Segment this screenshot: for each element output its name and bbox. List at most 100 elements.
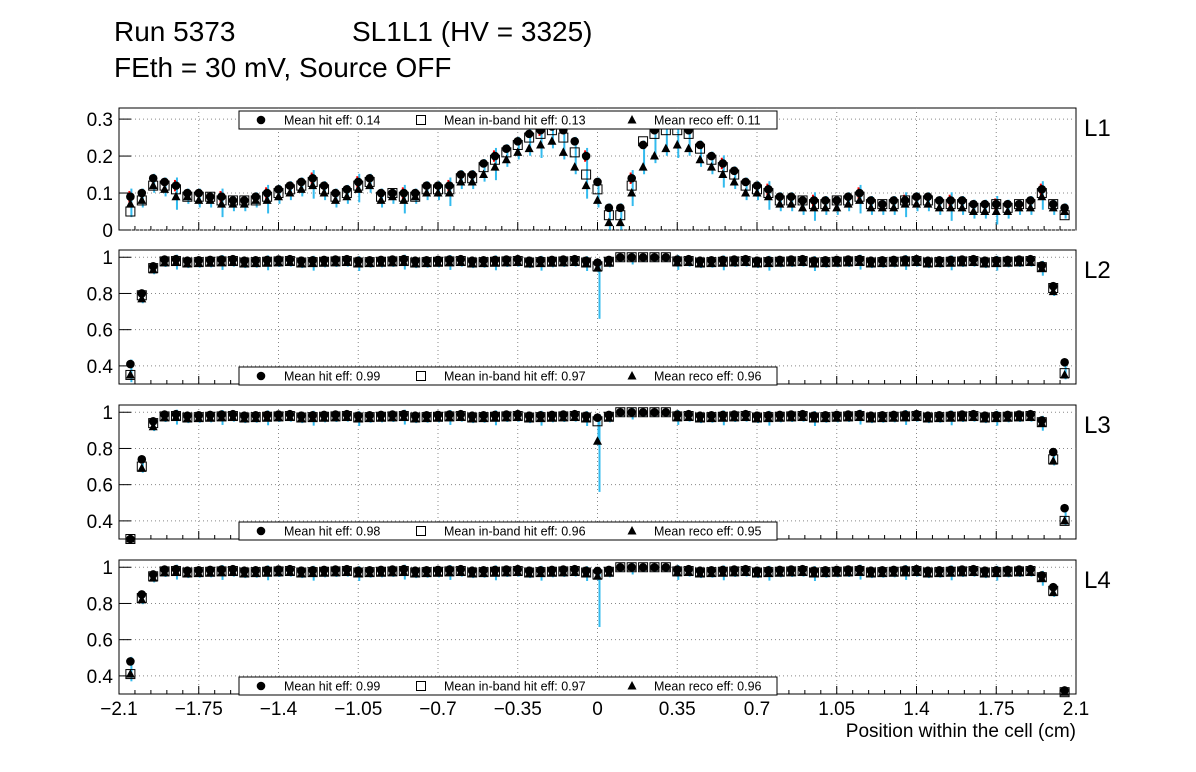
- x-tick-label: −2.1: [100, 699, 138, 720]
- legend-reco-marker: [627, 526, 637, 535]
- x-axis-label: Position within the cell (cm): [846, 721, 1076, 742]
- reco-eff-point: [274, 412, 283, 422]
- hit-eff-point: [957, 196, 967, 205]
- reco-eff-point: [889, 202, 899, 212]
- reco-eff-point: [912, 257, 921, 266]
- reco-eff-point: [274, 191, 283, 201]
- reco-eff-point: [217, 199, 227, 208]
- panel-L3: 0.4 0.6 0.8 1 Mean hit eff: 0.98 Mean in-band…: [87, 403, 1111, 544]
- hit-eff-point: [137, 455, 147, 464]
- reco-eff-point: [820, 413, 830, 422]
- x-tick-label: 1.75: [978, 699, 1015, 720]
- reco-eff-point: [137, 463, 147, 472]
- reco-eff-point: [399, 412, 409, 421]
- reco-eff-point: [160, 567, 170, 577]
- hit-eff-point: [524, 129, 534, 139]
- reco-eff-point: [274, 257, 283, 267]
- inband-eff-point: [569, 147, 580, 158]
- reco-eff-point: [718, 568, 728, 577]
- reco-eff-point: [239, 199, 249, 208]
- reco-eff-point: [171, 412, 181, 421]
- reco-eff-point: [182, 413, 192, 423]
- reco-eff-point: [194, 568, 204, 577]
- reco-eff-point: [615, 217, 625, 227]
- reco-eff-point: [900, 199, 910, 208]
- reco-eff-point: [342, 567, 352, 576]
- reco-eff-point: [467, 176, 477, 186]
- reco-eff-point: [1060, 206, 1070, 216]
- hit-eff-point: [126, 192, 135, 202]
- reco-eff-point: [513, 257, 523, 266]
- reco-eff-point: [638, 407, 648, 416]
- reco-eff-point: [672, 139, 682, 149]
- reco-eff-point: [855, 257, 865, 266]
- reco-eff-point: [376, 413, 386, 422]
- reco-eff-point: [171, 191, 181, 201]
- reco-eff-point: [467, 413, 477, 423]
- reco-eff-point: [718, 413, 728, 422]
- reco-eff-point: [217, 257, 227, 267]
- hit-eff-point: [479, 159, 488, 168]
- hit-eff-point: [399, 188, 409, 198]
- reco-eff-point: [593, 195, 602, 204]
- reco-eff-point: [991, 568, 1001, 577]
- reco-eff-point: [479, 169, 489, 179]
- reco-eff-point: [1003, 568, 1013, 577]
- reco-eff-point: [490, 568, 500, 577]
- reco-eff-point: [661, 562, 671, 571]
- hit-eff-point: [308, 173, 317, 183]
- panel-label-L1: L1: [1084, 115, 1111, 142]
- reco-eff-point: [376, 258, 386, 267]
- reco-eff-point: [615, 407, 625, 416]
- reco-eff-point: [137, 293, 147, 303]
- hit-eff-point: [490, 151, 500, 161]
- reco-eff-point: [330, 195, 340, 204]
- reco-eff-point: [479, 568, 489, 577]
- reco-eff-point: [547, 413, 557, 422]
- y-tick-label: 0.6: [87, 476, 113, 497]
- reco-eff-point: [877, 413, 887, 422]
- hit-eff-point: [638, 140, 648, 150]
- reco-eff-point: [410, 568, 420, 578]
- reco-eff-point: [330, 412, 340, 422]
- reco-eff-point: [1048, 202, 1058, 212]
- hit-eff-point: [1037, 185, 1047, 194]
- reco-eff-point: [536, 139, 546, 149]
- reco-eff-point: [615, 252, 625, 261]
- hit-eff-point: [832, 196, 842, 205]
- reco-eff-point: [604, 217, 614, 227]
- reco-eff-point: [251, 413, 261, 422]
- reco-eff-point: [1025, 412, 1035, 421]
- reco-eff-point: [809, 568, 819, 578]
- reco-eff-point: [239, 413, 249, 423]
- hit-eff-point: [376, 188, 386, 198]
- reco-eff-point: [695, 413, 705, 423]
- reco-eff-point: [866, 568, 876, 578]
- y-tick-label: 0.6: [87, 321, 113, 342]
- reco-eff-point: [741, 412, 751, 421]
- legend-box: [238, 676, 778, 696]
- reco-eff-point: [946, 258, 956, 267]
- reco-eff-point: [1014, 412, 1024, 422]
- reco-eff-point: [729, 176, 739, 186]
- legend: Mean hit eff: 0.99 Mean in-band hit eff: …: [238, 676, 778, 696]
- reco-eff-point: [581, 180, 591, 190]
- x-tick-label: 1.4: [903, 699, 930, 720]
- reco-eff-point: [319, 188, 329, 197]
- hit-eff-point: [137, 188, 147, 198]
- reco-eff-point: [604, 568, 614, 577]
- hit-eff-point: [752, 181, 762, 190]
- legend-hit-marker: [256, 681, 266, 691]
- reco-eff-point: [615, 562, 625, 571]
- reco-eff-point: [296, 258, 306, 268]
- legend-hit-marker: [256, 115, 266, 125]
- reco-eff-point: [205, 258, 215, 267]
- reco-eff-point: [365, 413, 375, 422]
- reco-eff-point: [786, 199, 796, 208]
- reco-eff-point: [148, 180, 158, 190]
- legend-box: [238, 110, 778, 130]
- legend-inband-marker: [416, 681, 426, 691]
- reco-eff-point: [752, 188, 762, 197]
- legend-hit-label: Mean hit eff: 0.98: [284, 525, 380, 539]
- reco-eff-point: [855, 412, 865, 421]
